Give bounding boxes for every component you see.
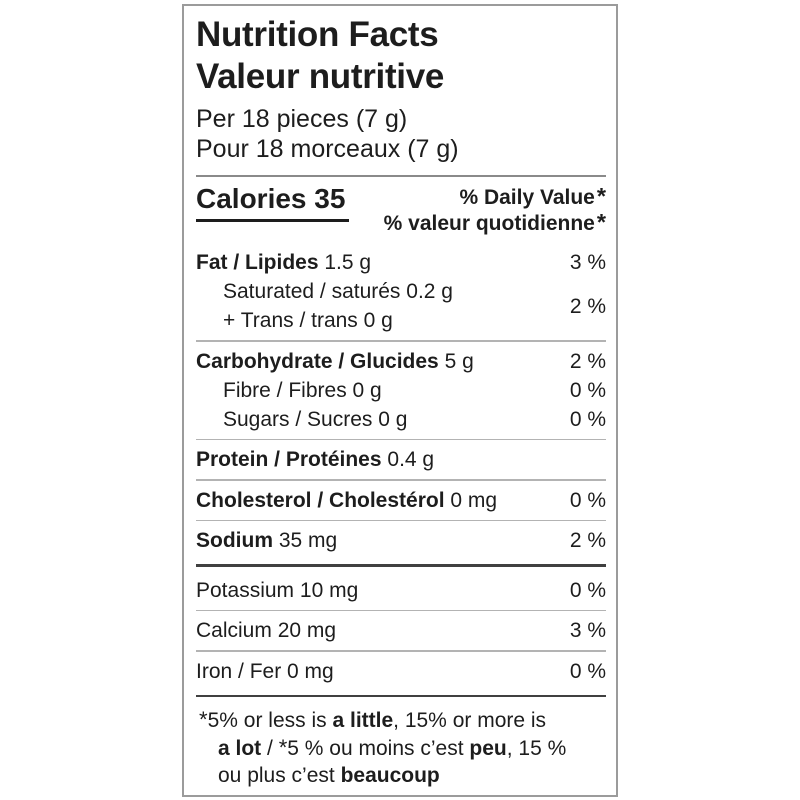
row-divider <box>196 650 606 652</box>
title-english: Nutrition Facts <box>196 15 439 54</box>
nutrient-daily-value: 0 % <box>569 578 606 602</box>
nutrition-facts-label: Nutrition Facts Valeur nutritive Per 18 … <box>182 4 618 797</box>
nutrient-name: Sugars / Sucres <box>223 407 373 431</box>
daily-value-header-french: % valeur quotidienne* <box>383 209 606 236</box>
nutrient-amount: 0 g <box>363 309 393 332</box>
serving-size-french: Pour 18 morceaux (7 g) <box>196 135 459 163</box>
footnote-line-3: ou plus c’est beaucoup <box>218 764 440 787</box>
calories-label: Calories <box>196 183 307 214</box>
calories-section: Calories 35 % Daily Value* % valeur quot… <box>196 184 606 236</box>
asterisk-icon: * <box>199 707 208 732</box>
nutrient-daily-value: 0 % <box>569 659 606 683</box>
asterisk-icon: * <box>596 209 606 235</box>
section-divider <box>196 564 606 567</box>
nutrient-amount: 0 mg <box>287 659 334 683</box>
nutrient-daily-value: 2 % <box>569 294 606 318</box>
nutrient-amount: 5 g <box>444 349 474 373</box>
row-calcium: Calcium 20 mg 3 % <box>196 616 606 645</box>
nutrient-name: Iron / Fer <box>196 659 282 683</box>
row-fibre: Fibre / Fibres 0 g 0 % <box>196 376 606 405</box>
title-french: Valeur nutritive <box>196 57 445 96</box>
serving-size-block: Per 18 pieces (7 g) Pour 18 morceaux (7 … <box>196 104 606 164</box>
nutrient-name: Calcium <box>196 619 272 642</box>
nutrient-name: Protein / Protéines <box>196 448 382 471</box>
nutrient-amount: 0.4 g <box>387 448 435 471</box>
nutrient-amount: 35 mg <box>278 529 338 552</box>
nutrient-name: Sodium <box>196 529 273 552</box>
trans-line: + Trans / trans 0 g <box>196 306 453 335</box>
calories-number: 35 <box>314 183 346 214</box>
nutrient-name: Fat / Lipides <box>196 251 319 274</box>
nutrient-amount: 0 g <box>352 378 382 402</box>
nutrient-amount: 10 mg <box>299 578 359 602</box>
serving-size-english: Per 18 pieces (7 g) <box>196 105 408 133</box>
nutrient-name: Fibre / Fibres <box>223 378 347 402</box>
saturated-line: Saturated / saturés 0.2 g <box>196 277 453 306</box>
header-divider <box>196 175 606 177</box>
footnote: *5% or less is a little, 15% or more is … <box>196 706 606 789</box>
row-protein: Protein / Protéines 0.4 g <box>196 445 606 474</box>
footnote-line-2: a lot / *5 % ou moins c’est peu, 15 % <box>218 735 567 760</box>
nutrient-daily-value: 0 % <box>569 378 606 402</box>
nutrient-daily-value: 3 % <box>569 251 606 274</box>
nutrient-name: + Trans / trans <box>223 309 358 332</box>
nutrient-amount: 0.2 g <box>406 280 453 303</box>
nutrient-daily-value: 0 % <box>569 488 606 512</box>
asterisk-icon: * <box>596 183 606 209</box>
nutrient-daily-value: 3 % <box>569 619 606 642</box>
nutrient-name: Carbohydrate / Glucides <box>196 349 439 373</box>
row-saturated-trans: Saturated / saturés 0.2 g + Trans / tran… <box>196 277 606 335</box>
asterisk-icon: * <box>278 735 288 760</box>
nutrient-name: Potassium <box>196 578 295 602</box>
nutrient-daily-value: 2 % <box>569 349 606 373</box>
row-iron: Iron / Fer 0 mg 0 % <box>196 657 606 686</box>
row-cholesterol: Cholesterol / Cholestérol 0 mg 0 % <box>196 486 606 515</box>
row-fat: Fat / Lipides 1.5 g 3 % <box>196 248 606 277</box>
row-sugars: Sugars / Sucres 0 g 0 % <box>196 405 606 434</box>
row-divider <box>196 479 606 481</box>
row-divider <box>196 519 606 521</box>
nutrient-name: Cholesterol / Cholestérol <box>196 488 445 512</box>
row-divider <box>196 609 606 611</box>
nutrient-daily-value: 2 % <box>569 529 606 552</box>
row-divider <box>196 438 606 440</box>
calories-block: Calories 35 <box>196 184 349 236</box>
nutrient-amount: 1.5 g <box>324 251 372 274</box>
calories-underline <box>196 219 349 222</box>
nutrient-name: Saturated / saturés <box>223 280 401 303</box>
row-potassium: Potassium 10 mg 0 % <box>196 576 606 605</box>
nutrient-amount: 20 mg <box>277 619 337 642</box>
nutrient-amount: 0 g <box>378 407 408 431</box>
nutrient-amount: 0 mg <box>450 488 498 512</box>
row-sodium: Sodium 35 mg 2 % <box>196 526 606 555</box>
daily-value-header: % Daily Value* % valeur quotidienne* <box>384 184 606 236</box>
row-carbohydrate: Carbohydrate / Glucides 5 g 2 % <box>196 347 606 376</box>
section-divider <box>196 694 606 697</box>
row-divider <box>196 340 606 342</box>
calories-value: Calories 35 <box>196 184 349 214</box>
nutrient-daily-value: 0 % <box>569 407 606 431</box>
footnote-line-1: *5% or less is a little, 15% or more is <box>199 707 547 732</box>
daily-value-header-english: % Daily Value* <box>459 183 606 210</box>
